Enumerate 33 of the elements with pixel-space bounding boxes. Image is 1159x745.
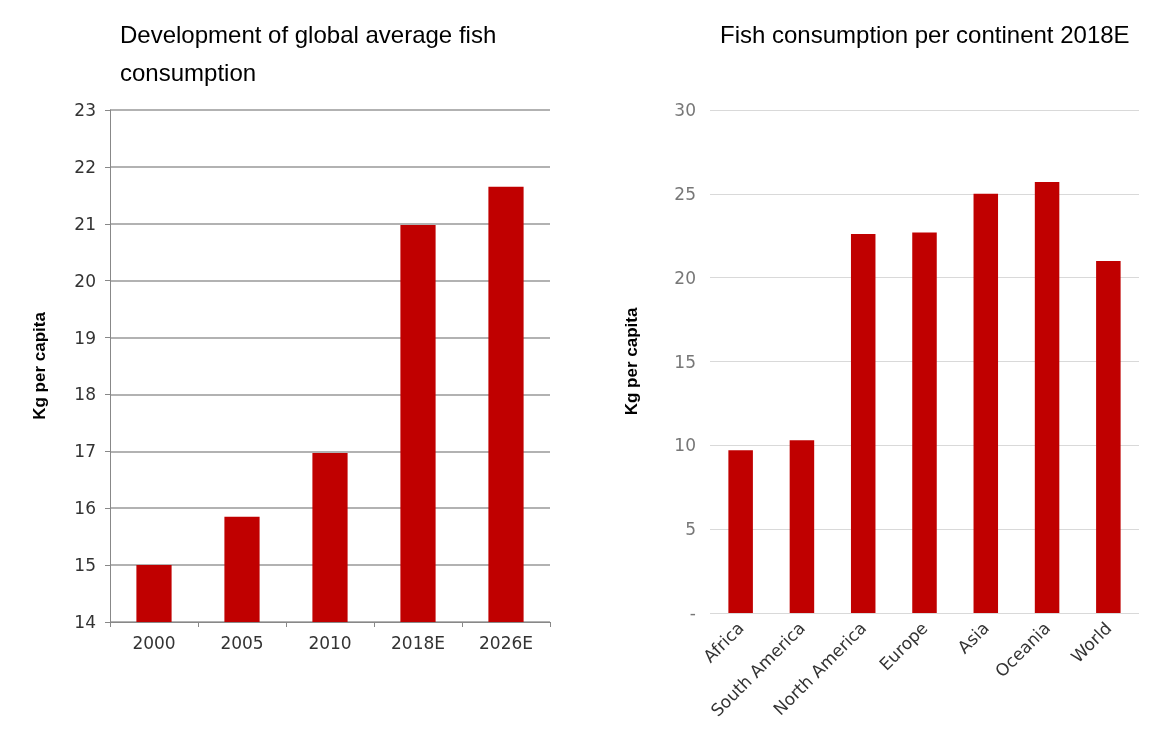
x-tick-label: 2005 <box>220 632 264 653</box>
bar <box>728 450 753 613</box>
y-tick-label: 25 <box>674 183 696 204</box>
x-tick-label: 2010 <box>308 632 352 653</box>
chart-title: Development of global average fish consumption <box>120 20 503 86</box>
y-tick-label: 30 <box>674 100 696 120</box>
y-tick-label: 19 <box>74 327 96 348</box>
bar <box>850 234 876 613</box>
y-tick-label: 14 <box>74 612 96 632</box>
bar <box>1034 182 1060 613</box>
bar <box>1096 260 1121 613</box>
y-tick-label: 21 <box>74 213 96 234</box>
x-tick-label: 2026E <box>478 632 534 653</box>
x-tick-label: 2018E <box>390 632 446 653</box>
y-axis-title: Kg per capita <box>30 311 49 420</box>
y-tick-label: 10 <box>674 435 696 456</box>
y-tick-label: 20 <box>74 270 96 291</box>
y-tick-label: 23 <box>74 100 96 120</box>
x-tick-label: 2000 <box>132 632 176 653</box>
y-tick-label: 15 <box>74 555 96 576</box>
y-tick-label: 5 <box>685 519 696 540</box>
y-tick-label: 15 <box>674 351 696 372</box>
y-tick-label: 20 <box>674 267 696 288</box>
y-tick-label: - <box>689 603 696 623</box>
bar <box>912 232 937 613</box>
y-axis-title: Kg per capita <box>622 307 641 416</box>
y-tick-label: 17 <box>74 441 96 462</box>
bar <box>789 440 815 613</box>
y-tick-label: 18 <box>74 384 96 405</box>
chart-title: Fish consumption per continent 2018E <box>720 20 1130 48</box>
bar <box>973 193 999 613</box>
y-tick-label: 22 <box>74 156 96 177</box>
y-tick-label: 16 <box>74 498 96 519</box>
